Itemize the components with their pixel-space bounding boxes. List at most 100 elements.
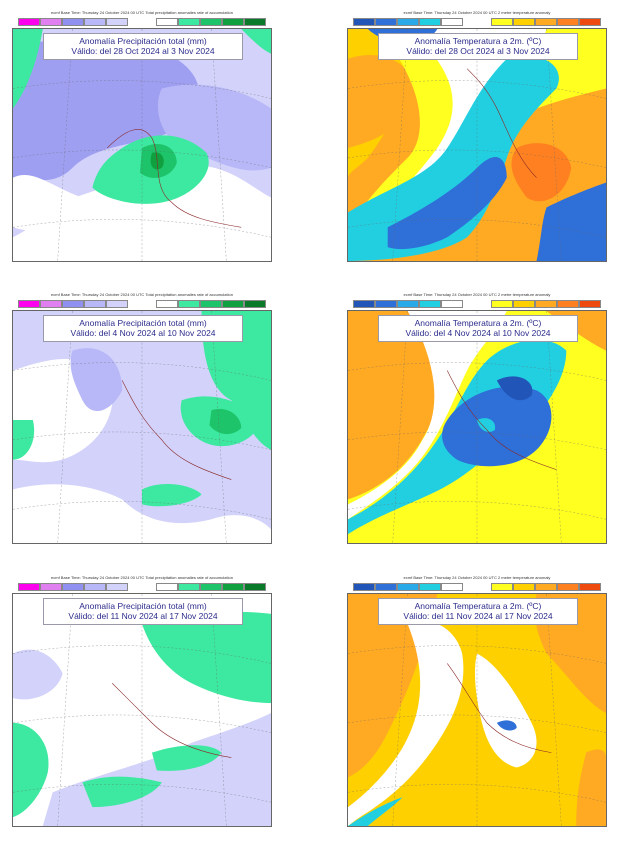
colorbar-swatch bbox=[18, 18, 40, 26]
colorbar-swatch bbox=[18, 583, 40, 591]
title-variable: Anomalía Temperatura a 2m. (ºC) bbox=[414, 601, 542, 611]
colorbar-swatch bbox=[353, 583, 375, 591]
title-variable: Anomalía Temperatura a 2m. (ºC) bbox=[414, 36, 542, 46]
panel-header: ecmf Base Time: Thursday 24 October 2024… bbox=[403, 292, 551, 297]
title-period: Válido: del 4 Nov 2024 al 10 Nov 2024 bbox=[405, 328, 551, 338]
precip-map: Anomalía Precipitación total (mm) Válido… bbox=[12, 28, 272, 262]
colorbar-swatch bbox=[441, 583, 463, 591]
title-variable: Anomalía Precipitación total (mm) bbox=[79, 601, 207, 611]
precip-panel-week3: ecmf Base Time: Thursday 24 October 2024… bbox=[12, 575, 272, 827]
colorbar-swatch bbox=[156, 583, 178, 591]
colorbar-swatch bbox=[200, 18, 222, 26]
colorbar-swatch bbox=[397, 18, 419, 26]
colorbar-swatch bbox=[40, 583, 62, 591]
colorbar-swatch bbox=[178, 300, 200, 308]
title-period: Válido: del 28 Oct 2024 al 3 Nov 2024 bbox=[71, 46, 215, 56]
temp-map: Anomalía Temperatura a 2m. (ºC) Válido: … bbox=[347, 593, 607, 827]
colorbar-swatch bbox=[62, 583, 84, 591]
colorbar-swatch bbox=[491, 583, 513, 591]
precip-panel-week1: ecmf Base Time: Thursday 24 October 2024… bbox=[12, 10, 272, 262]
precip-map: Anomalía Precipitación total (mm) Válido… bbox=[12, 593, 272, 827]
colorbar-swatch bbox=[18, 300, 40, 308]
title-variable: Anomalía Precipitación total (mm) bbox=[79, 318, 207, 328]
colorbar-swatch bbox=[62, 300, 84, 308]
colorbar-swatch bbox=[441, 300, 463, 308]
colorbar-swatch bbox=[557, 583, 579, 591]
temp-colorbar bbox=[347, 583, 607, 591]
colorbar-swatch bbox=[40, 18, 62, 26]
title-period: Válido: del 4 Nov 2024 al 10 Nov 2024 bbox=[70, 328, 216, 338]
colorbar-swatch bbox=[244, 18, 266, 26]
colorbar-swatch bbox=[222, 300, 244, 308]
colorbar-swatch bbox=[106, 18, 128, 26]
map-title: Anomalía Precipitación total (mm) Válido… bbox=[43, 33, 243, 60]
precip-map: Anomalía Precipitación total (mm) Válido… bbox=[12, 310, 272, 544]
colorbar-swatch bbox=[222, 583, 244, 591]
panel-header: ecmf Base Time: Thursday 24 October 2024… bbox=[51, 575, 233, 580]
colorbar-swatch bbox=[156, 300, 178, 308]
colorbar-swatch bbox=[84, 18, 106, 26]
temp-panel-week2: ecmf Base Time: Thursday 24 October 2024… bbox=[347, 292, 607, 544]
temp-map: Anomalía Temperatura a 2m. (ºC) Válido: … bbox=[347, 310, 607, 544]
precip-colorbar bbox=[12, 583, 272, 591]
panel-header: ecmf Base Time: Thursday 24 October 2024… bbox=[403, 10, 551, 15]
panel-header: ecmf Base Time: Thursday 24 October 2024… bbox=[51, 292, 233, 297]
colorbar-swatch bbox=[441, 18, 463, 26]
colorbar-swatch bbox=[200, 583, 222, 591]
colorbar-swatch bbox=[397, 583, 419, 591]
colorbar-swatch bbox=[579, 583, 601, 591]
colorbar-swatch bbox=[353, 18, 375, 26]
colorbar-swatch bbox=[353, 300, 375, 308]
colorbar-swatch bbox=[491, 18, 513, 26]
colorbar-swatch bbox=[513, 300, 535, 308]
colorbar-swatch bbox=[513, 583, 535, 591]
colorbar-swatch bbox=[106, 583, 128, 591]
colorbar-swatch bbox=[579, 300, 601, 308]
colorbar-swatch bbox=[84, 583, 106, 591]
title-variable: Anomalía Temperatura a 2m. (ºC) bbox=[414, 318, 542, 328]
temp-colorbar bbox=[347, 18, 607, 26]
colorbar-swatch bbox=[106, 300, 128, 308]
colorbar-swatch bbox=[491, 300, 513, 308]
colorbar-swatch bbox=[535, 583, 557, 591]
precip-panel-week2: ecmf Base Time: Thursday 24 October 2024… bbox=[12, 292, 272, 544]
colorbar-swatch bbox=[557, 18, 579, 26]
colorbar-swatch bbox=[513, 18, 535, 26]
colorbar-swatch bbox=[62, 18, 84, 26]
colorbar-swatch bbox=[84, 300, 106, 308]
map-title: Anomalía Precipitación total (mm) Válido… bbox=[43, 315, 243, 342]
colorbar-swatch bbox=[535, 300, 557, 308]
colorbar-swatch bbox=[419, 583, 441, 591]
colorbar-swatch bbox=[579, 18, 601, 26]
colorbar-swatch bbox=[40, 300, 62, 308]
colorbar-swatch bbox=[535, 18, 557, 26]
title-period: Válido: del 28 Oct 2024 al 3 Nov 2024 bbox=[406, 46, 550, 56]
colorbar-swatch bbox=[222, 18, 244, 26]
title-variable: Anomalía Precipitación total (mm) bbox=[79, 36, 207, 46]
colorbar-swatch bbox=[244, 583, 266, 591]
colorbar-swatch bbox=[419, 18, 441, 26]
map-title: Anomalía Temperatura a 2m. (ºC) Válido: … bbox=[378, 33, 578, 60]
colorbar-swatch bbox=[397, 300, 419, 308]
panel-header: ecmf Base Time: Thursday 24 October 2024… bbox=[51, 10, 233, 15]
colorbar-swatch bbox=[178, 583, 200, 591]
map-title: Anomalía Temperatura a 2m. (ºC) Válido: … bbox=[378, 315, 578, 342]
temp-colorbar bbox=[347, 300, 607, 308]
precip-colorbar bbox=[12, 18, 272, 26]
title-period: Válido: del 11 Nov 2024 al 17 Nov 2024 bbox=[68, 611, 218, 621]
precip-colorbar bbox=[12, 300, 272, 308]
temp-panel-week1: ecmf Base Time: Thursday 24 October 2024… bbox=[347, 10, 607, 262]
colorbar-swatch bbox=[156, 18, 178, 26]
colorbar-swatch bbox=[375, 18, 397, 26]
panel-header: ecmf Base Time: Thursday 24 October 2024… bbox=[403, 575, 551, 580]
temp-panel-week3: ecmf Base Time: Thursday 24 October 2024… bbox=[347, 575, 607, 827]
temp-map: Anomalía Temperatura a 2m. (ºC) Válido: … bbox=[347, 28, 607, 262]
colorbar-swatch bbox=[244, 300, 266, 308]
colorbar-swatch bbox=[557, 300, 579, 308]
map-title: Anomalía Temperatura a 2m. (ºC) Válido: … bbox=[378, 598, 578, 625]
colorbar-swatch bbox=[178, 18, 200, 26]
map-title: Anomalía Precipitación total (mm) Válido… bbox=[43, 598, 243, 625]
colorbar-swatch bbox=[375, 583, 397, 591]
colorbar-swatch bbox=[419, 300, 441, 308]
colorbar-swatch bbox=[375, 300, 397, 308]
